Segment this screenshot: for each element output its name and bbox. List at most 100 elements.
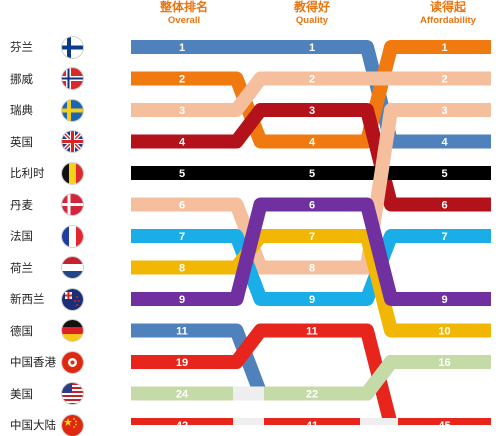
series-norway: 2 4 1 — [131, 40, 491, 149]
country-name: 中国香港 — [10, 355, 56, 369]
series-new-zealand: 9 6 9 — [131, 197, 491, 306]
rank-label: 9 — [179, 294, 185, 306]
rank-bar — [131, 229, 233, 243]
rank-bar — [398, 323, 491, 338]
rank-bar — [131, 418, 233, 425]
rank-label: 2 — [179, 74, 185, 86]
netherlands-flag-icon — [62, 257, 83, 278]
rank-bar — [131, 134, 233, 149]
rank-label: 3 — [179, 105, 185, 117]
rank-label: 7 — [179, 231, 185, 243]
rank-bar — [398, 229, 491, 243]
series-china: 42 41 45 — [131, 418, 491, 425]
new-zealand-flag-icon — [62, 288, 83, 310]
finland-flag-icon — [62, 36, 83, 58]
rank-bar — [131, 197, 233, 212]
country-name: 荷兰 — [10, 260, 33, 275]
connector-gap — [233, 386, 264, 401]
rank-label: 41 — [306, 420, 318, 425]
rank-bar — [398, 71, 491, 86]
header-affordability-en: Affordability — [420, 15, 476, 26]
rank-label: 2 — [309, 74, 315, 86]
connector — [229, 323, 268, 369]
rank-label: 19 — [176, 357, 188, 369]
rank-bar — [264, 386, 360, 401]
rank-bar — [264, 260, 360, 275]
rank-bar — [264, 71, 360, 86]
series-finland: 1 1 4 — [131, 40, 491, 149]
connector — [360, 229, 398, 338]
rank-label: 42 — [176, 420, 188, 425]
rank-bar — [398, 418, 491, 425]
rank-bar — [264, 323, 360, 338]
rank-bar — [264, 197, 360, 212]
connector — [229, 71, 268, 149]
connector-gap — [233, 418, 264, 425]
rank-label: 5 — [309, 168, 315, 180]
rank-label: 9 — [309, 294, 315, 306]
denmark-flag-icon — [62, 194, 83, 215]
connector — [229, 197, 268, 306]
rank-label: 6 — [309, 200, 315, 212]
rank-bar — [398, 292, 491, 306]
series-denmark: 6 8 3 — [131, 103, 491, 275]
rank-bar — [398, 134, 491, 149]
header-overall-en: Overall — [167, 15, 201, 26]
country-name: 中国大陆 — [10, 418, 56, 432]
series-sweden: 3 2 2 — [131, 71, 491, 117]
rank-bar — [264, 134, 360, 149]
rank-label: 8 — [309, 263, 315, 275]
connector — [229, 71, 268, 117]
rank-bar — [398, 197, 491, 212]
norway-flag-icon — [62, 68, 83, 89]
usa-flag-icon — [62, 383, 83, 404]
country-name: 芬兰 — [10, 40, 33, 54]
country-name: 丹麦 — [10, 197, 33, 212]
rank-bar — [264, 166, 360, 180]
header-overall-cn: 整体排名 — [159, 0, 208, 14]
country-name: 美国 — [10, 386, 33, 401]
rank-bar — [264, 418, 360, 425]
rank-bar — [264, 103, 360, 117]
hong-kong-flag-icon — [62, 351, 83, 373]
rank-bar — [398, 103, 491, 117]
rank-label: 45 — [438, 420, 450, 425]
connector — [229, 103, 268, 149]
rank-bar — [398, 355, 491, 369]
connector-gap — [360, 418, 398, 425]
rank-label: 1 — [441, 42, 447, 54]
series-usa: 24 22 16 — [131, 355, 491, 401]
belgium-flag-icon — [62, 162, 83, 184]
rank-label: 3 — [441, 105, 447, 117]
rank-bar — [131, 292, 233, 306]
connector — [360, 103, 398, 275]
china-flag-icon — [62, 414, 83, 436]
series-uk: 4 3 6 — [131, 103, 491, 212]
rank-label: 11 — [306, 326, 318, 338]
rank-label: 5 — [441, 168, 447, 180]
rank-label: 10 — [438, 326, 450, 338]
connector — [360, 197, 398, 306]
rank-bar — [131, 386, 233, 401]
germany-flag-icon — [62, 320, 83, 341]
rank-bar — [131, 323, 233, 338]
header-quality: 教得好 Quality — [268, 0, 356, 27]
series-hong-kong: 191120 — [131, 323, 491, 425]
connector — [360, 40, 398, 149]
rank-bar — [131, 40, 233, 54]
country-name: 比利时 — [10, 166, 45, 180]
rank-bar — [131, 355, 233, 369]
connector — [360, 355, 398, 401]
series-netherlands: 8 7 10 — [131, 229, 491, 338]
rank-label: 22 — [306, 389, 318, 401]
rank-label: 3 — [309, 105, 315, 117]
country-name: 挪威 — [10, 71, 33, 86]
rank-label: 4 — [309, 137, 316, 149]
france-flag-icon — [62, 225, 83, 247]
rank-label: 1 — [309, 42, 315, 54]
header-quality-cn: 教得好 — [293, 0, 330, 14]
rank-label: 11 — [176, 326, 188, 338]
rank-label: 4 — [441, 137, 448, 149]
rank-bar — [131, 71, 233, 86]
rank-label: 7 — [309, 231, 315, 243]
